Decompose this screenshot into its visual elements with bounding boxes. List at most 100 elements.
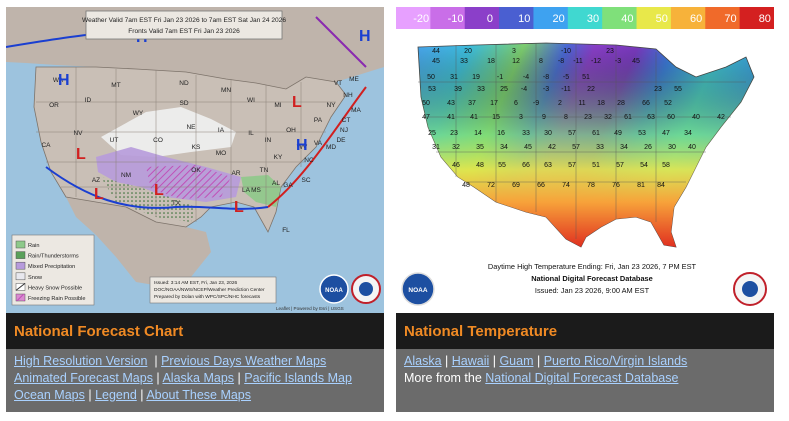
link-guam[interactable]: Guam	[499, 354, 534, 368]
forecast-title-line2: Fronts Valid 7am EST Fri Jan 23 2026	[128, 28, 240, 35]
rain-area-east	[241, 175, 281, 207]
cold-front-south	[45, 166, 269, 210]
state-label: NJ	[340, 127, 348, 134]
link-hawaii[interactable]: Hawaii	[451, 354, 490, 368]
link-puerto-rico[interactable]: Puerto Rico/Virgin Islands	[543, 354, 688, 368]
forecast-map[interactable]: WA OR ID MT WY NV UT CO AZ NM ND SD NE KS OK TX MN IA MO AR…	[6, 7, 384, 313]
state-label: AZ	[92, 177, 100, 184]
link-ndfd[interactable]: National Digital Forecast Database	[485, 371, 679, 385]
link-alaska[interactable]: Alaska	[404, 354, 442, 368]
temperature-links: Alaska | Hawaii | Guam | Puerto Rico/Vir…	[396, 349, 774, 412]
temperature-value: 37	[468, 100, 476, 107]
forecast-map-frame[interactable]: WA OR ID MT WY NV UT CO AZ NM ND SD NE KS OK TX MN IA MO AR…	[6, 7, 384, 313]
temperature-value: 45	[632, 58, 640, 65]
temperature-value: 48	[462, 182, 470, 189]
map-credit[interactable]: Leaflet | Powered by Esri | USGS	[276, 306, 344, 311]
state-label: MN	[221, 87, 231, 94]
temperature-value: -8	[558, 58, 564, 65]
scale-tick-label: 70	[724, 13, 736, 25]
temperature-map[interactable]: -20 -10 0 10 20 30 40 50 60 70 80	[396, 7, 774, 313]
scale-tick-label: -20	[413, 13, 429, 25]
temperature-value: 47	[422, 114, 430, 121]
temperature-value: 45	[524, 144, 532, 151]
state-borders	[36, 67, 336, 222]
link-high-resolution[interactable]: High Resolution Version	[14, 354, 148, 368]
temperature-value: 32	[604, 114, 612, 121]
link-previous-days[interactable]: Previous Days Weather Maps	[161, 354, 327, 368]
temperature-value: 33	[596, 144, 604, 151]
temperature-value: 57	[572, 144, 580, 151]
temperature-titlebar: National Temperature	[396, 313, 774, 349]
forecast-title-line1: Weather Valid 7am EST Fri Jan 23 2026 to…	[82, 17, 286, 24]
link-alaska-maps[interactable]: Alaska Maps	[162, 371, 235, 385]
temperature-value: 31	[450, 74, 458, 81]
scale-tick-label: 60	[690, 13, 702, 25]
temperature-value: 35	[476, 144, 484, 151]
legend-swatch	[15, 261, 26, 270]
legend-swatch-hatch	[15, 283, 26, 291]
temperature-value: 51	[592, 162, 600, 169]
scale-segment	[396, 7, 431, 29]
state-label: NV	[73, 130, 83, 137]
state-label: OH	[286, 127, 296, 134]
state-label: NE	[186, 124, 196, 131]
temperature-scale-bar: -20 -10 0 10 20 30 40 50 60 70 80	[396, 7, 774, 29]
scale-segment	[670, 7, 706, 29]
link-ocean-maps[interactable]: Ocean Maps	[14, 388, 85, 402]
temperature-value: 16	[497, 130, 505, 137]
temperature-value: -11	[573, 58, 583, 65]
link-animated-forecast[interactable]: Animated Forecast Maps	[14, 371, 153, 385]
temperature-value: 30	[544, 130, 552, 137]
temperature-value: 66	[522, 162, 530, 169]
temperature-value: 23	[654, 86, 662, 93]
temperature-value: 3	[519, 114, 523, 121]
forecast-links: High Resolution Version | Previous Days …	[6, 349, 384, 412]
legend-label: Rain/Thunderstorms	[28, 254, 79, 260]
legend-label: Freezing Rain Possible	[28, 296, 86, 302]
legend-label: Snow	[28, 275, 43, 281]
state-label: ID	[85, 97, 92, 104]
temperature-value: 46	[452, 162, 460, 169]
state-label: OR	[49, 102, 59, 109]
temperature-map-frame[interactable]: -20 -10 0 10 20 30 40 50 60 70 80	[396, 7, 774, 313]
temperature-value: 53	[638, 130, 646, 137]
temperature-links-row2: More from the National Digital Forecast …	[404, 370, 766, 387]
low-pressure-texas: L	[154, 182, 164, 199]
link-pacific-islands[interactable]: Pacific Islands Map	[244, 371, 352, 385]
noaa-logo-temp-text: NOAA	[408, 287, 427, 294]
high-pressure-atlantic: H	[359, 28, 371, 45]
state-label: ND	[179, 80, 189, 87]
state-label: WY	[133, 110, 144, 117]
high-pressure-west: H	[58, 72, 70, 89]
scale-tick-label: 40	[621, 13, 633, 25]
legend-label: Rain	[28, 243, 40, 249]
state-label: AL	[272, 180, 280, 187]
mexico-land	[66, 197, 211, 287]
state-label: NH	[343, 92, 353, 99]
link-legend[interactable]: Legend	[95, 388, 137, 402]
temperature-value: 47	[662, 130, 670, 137]
more-from-prefix: More from the	[404, 371, 486, 385]
temperature-value: 28	[617, 100, 625, 107]
temperature-value: 54	[640, 162, 648, 169]
scale-tick-label: 50	[656, 13, 668, 25]
temperature-value: 34	[620, 144, 628, 151]
state-label: MA	[351, 107, 361, 114]
temperature-caption-line3: Issued: Jan 23 2026, 9:00 AM EST	[535, 286, 650, 295]
legend-swatch	[15, 272, 26, 281]
temperature-value: 63	[647, 114, 655, 121]
temperature-value: -1	[497, 74, 503, 81]
thunderstorm-area	[101, 177, 196, 222]
temperature-value: -3	[543, 86, 549, 93]
temperature-value: 2	[558, 100, 562, 107]
temperature-value: 33	[477, 86, 485, 93]
legend-label: Mixed Precipitation	[28, 264, 75, 270]
state-label: GA	[283, 182, 293, 189]
temperature-value: 72	[487, 182, 495, 189]
warm-front	[267, 86, 367, 208]
state-label: IN	[265, 137, 272, 144]
temperature-links-row1: Alaska | Hawaii | Guam | Puerto Rico/Vir…	[404, 354, 688, 368]
temperature-value: 18	[487, 58, 495, 65]
state-label: WV	[297, 144, 308, 151]
link-about-maps[interactable]: About These Maps	[146, 388, 252, 402]
